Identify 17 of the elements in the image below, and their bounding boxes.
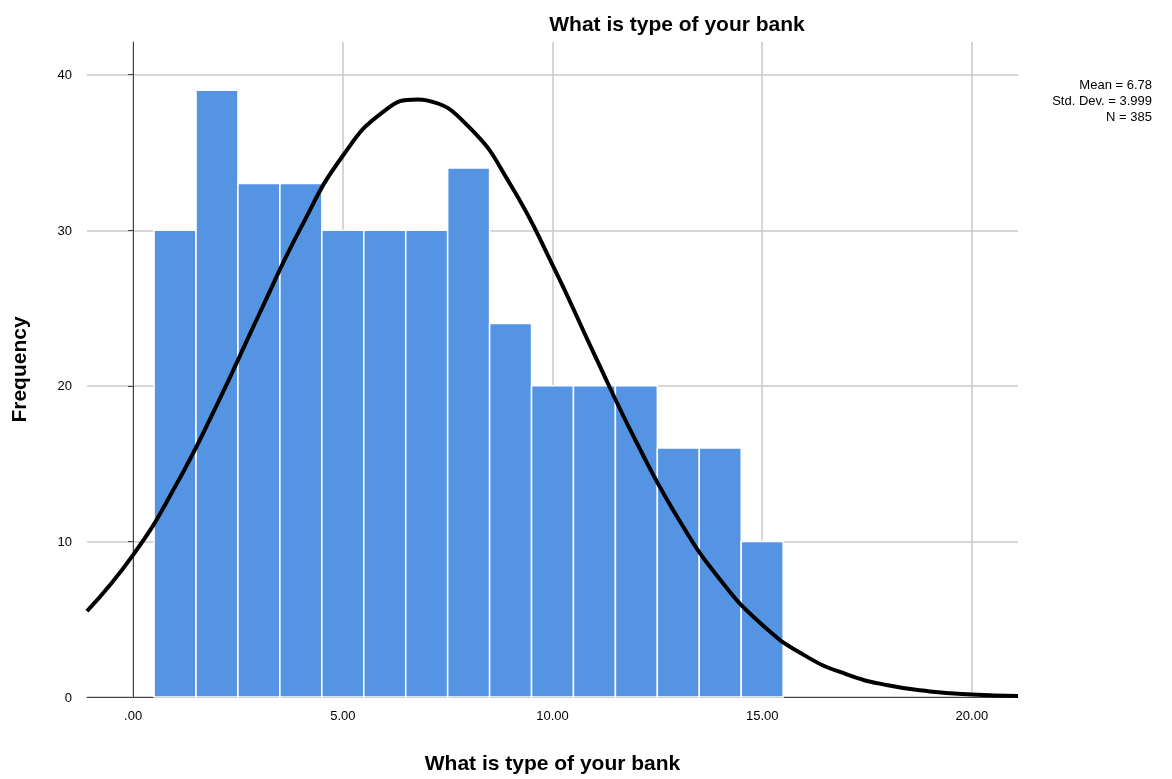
x-axis-title: What is type of your bank	[424, 751, 681, 774]
y-tick-label: 20	[57, 378, 72, 394]
text: Mean = 6.78	[1079, 77, 1152, 92]
x-tick-label: .00	[124, 708, 143, 723]
y-tick-label: 30	[57, 222, 72, 238]
x-tick-label: 10.00	[536, 708, 569, 723]
x-tick-label: 20.00	[955, 708, 989, 723]
line-series	[85, 97, 1020, 699]
x-tick-label: 15.00	[745, 708, 779, 723]
text: N = 385	[1106, 109, 1153, 124]
y-tick-label: 0	[64, 689, 72, 705]
x-tick-label: 5.00	[330, 708, 356, 723]
y-axis-title: Frequency	[7, 316, 30, 423]
text: Std. Dev. = 3.999	[1052, 93, 1153, 108]
y-tick-label: 10	[57, 533, 72, 549]
y-tick-label: 40	[57, 67, 72, 83]
chart-title: What is type of your bank	[549, 12, 806, 35]
